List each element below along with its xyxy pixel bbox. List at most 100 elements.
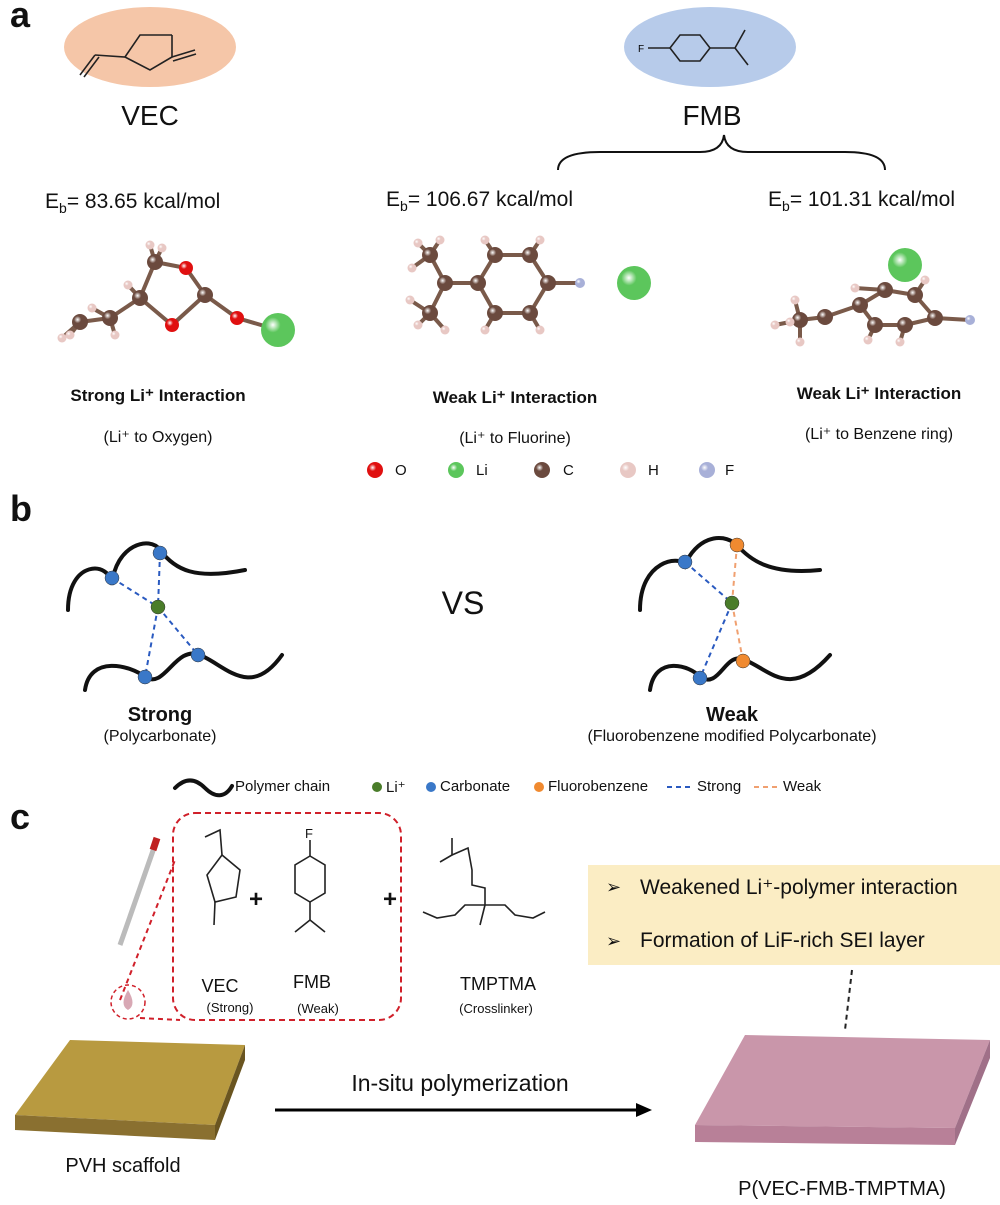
panel-c-label: c [10, 796, 31, 837]
li-ball [724, 595, 740, 611]
strong-bond [111, 577, 159, 608]
weak-bond [731, 602, 744, 662]
fmb-benzene-molecule-atom-f [965, 315, 975, 325]
vec-carbonyl [171, 49, 196, 58]
fmb-fluorine-molecule-atom-c [422, 305, 438, 321]
monomer-fmb-name: FMB [293, 972, 331, 992]
pvh-scaffold-side [15, 1115, 215, 1140]
fmb-benzene-molecule-atom-c [792, 312, 808, 328]
carbonate-ball [677, 554, 693, 570]
vec-molecule-atom-c [102, 310, 118, 326]
fmb-fluorine-subtitle: (Li⁺ to Fluorine) [459, 430, 571, 447]
vec-molecule-atom-h [145, 240, 155, 250]
weak-polymer-chain-top [638, 535, 822, 612]
fmb-fluorine-binding-energy: Eb= 106.67 kcal/mol [386, 188, 574, 215]
monomer-tmptma-name: TMPTMA [460, 974, 536, 994]
li-ball [150, 599, 166, 615]
legend-polymer-chain: Polymer chain [235, 778, 331, 795]
fmb-fluorine-molecule-atom-h [535, 325, 545, 335]
fmb-fluorine-molecule-atom-h [413, 320, 423, 330]
vec-name: VEC [121, 100, 179, 131]
strong-bond [157, 552, 161, 608]
vec-molecule-atom-c [72, 314, 88, 330]
atom-legend-h-icon [620, 462, 636, 478]
carbonate-ball [190, 647, 206, 663]
panel-b-label: b [10, 488, 32, 529]
carbonate-ball [137, 669, 153, 685]
carbonate-ball [104, 570, 120, 586]
fmb-benzene-molecule-atom-h [785, 317, 795, 327]
strong-bond [699, 602, 733, 679]
zoom-line [139, 1017, 181, 1021]
pipette-icon [117, 844, 158, 946]
product-membrane-top [695, 1035, 990, 1128]
fmb-benzene-molecule-atom-h [920, 275, 930, 285]
vec-skeleton [94, 34, 172, 58]
fmb-benzene-molecule-atom-c [897, 317, 913, 333]
carbonate-ball [692, 670, 708, 686]
fmb-skeleton [734, 47, 749, 66]
atom-legend-c: C [563, 462, 574, 479]
fmb-fluorine-atom: F [305, 826, 313, 841]
fmb-benzene-molecule-atom-h [790, 295, 800, 305]
bullet-icon: ➢ [606, 877, 622, 897]
fmb-fluorine-molecule-atom-h [480, 325, 490, 335]
plus-2: + [382, 886, 398, 913]
bullet-icon: ➢ [606, 931, 622, 951]
vec-interaction-title: Strong Li⁺ Interaction [70, 386, 246, 405]
fmb-fluorine-molecule-atom-f [575, 278, 585, 288]
atom-legend-f-icon [699, 462, 715, 478]
vec-molecule-atom-c [147, 254, 163, 270]
vec-vinyl [79, 54, 96, 76]
vec-vinyl [83, 56, 100, 78]
fmb-benzene-title: Weak Li⁺ Interaction [796, 384, 962, 403]
strong-bond [157, 606, 199, 656]
c-tm [479, 904, 486, 926]
vs-text: VS [441, 585, 485, 621]
strong-title: Strong [127, 704, 193, 726]
strong-polymer-chain-bottom [83, 651, 284, 692]
legend-li-icon [372, 782, 382, 792]
fluorobenzene-ball [735, 653, 751, 669]
fmb-fluorine-molecule-atom-c [540, 275, 556, 291]
fmb-fluorine-title: Weak Li⁺ Interaction [432, 388, 598, 407]
atom-legend-li: Li [476, 462, 488, 479]
monomer-vec-role: (Strong) [206, 1000, 254, 1015]
c-vec-skel [204, 828, 223, 856]
fmb-fluorine-molecule-atom-h [407, 263, 417, 273]
fmb-benzene-molecule-atom-c [877, 282, 893, 298]
vec-molecule-atom-h [65, 330, 75, 340]
c-tm [422, 904, 485, 919]
fmb-fluorine-molecule-atom-c [522, 247, 538, 263]
fmb-fluorine-molecule-atom-c [422, 247, 438, 263]
fmb-brace [557, 134, 886, 171]
fmb-fluorine-molecule-atom-h [405, 295, 415, 305]
fmb-fluorine-molecule-atom-c [487, 247, 503, 263]
fmb-benzene-subtitle: (Li⁺ to Benzene ring) [804, 426, 954, 443]
vec-molecule-atom-c [132, 290, 148, 306]
monomer-box [172, 812, 402, 1021]
fmb-benzene-binding-energy: Eb= 101.31 kcal/mol [768, 188, 956, 215]
vec-carbonyl [172, 53, 197, 62]
product-label: P(VEC-FMB-TMPTMA) [738, 1178, 946, 1200]
fmb-fluorine-molecule-atom-h [440, 325, 450, 335]
c-fmb-sk [294, 902, 311, 933]
atom-legend-f: F [725, 462, 735, 479]
weak-title: Weak [706, 704, 758, 726]
weak-bond [731, 544, 738, 604]
legend-carbonate-icon [426, 782, 436, 792]
vec-binding-energy: Eb= 83.65 kcal/mol [45, 190, 221, 217]
panel-a-label: a [10, 0, 31, 35]
fmb-fluorine-molecule-atom-h [535, 235, 545, 245]
vec-molecule-atom-o [165, 318, 179, 332]
droplet-circle [110, 984, 146, 1020]
fmb-benzene-molecule-atom-c [852, 297, 868, 313]
atom-legend-o: O [395, 462, 407, 479]
fmb-f-text: F [638, 44, 644, 55]
fmb-benzene-molecule-atom-li [888, 248, 922, 282]
vec-molecule-atom-o [230, 311, 244, 325]
weak-polymer-chain-bottom [648, 653, 832, 692]
c-fmb-sk [309, 919, 326, 933]
monomer-tmptma-role: (Crosslinker) [459, 1001, 533, 1016]
